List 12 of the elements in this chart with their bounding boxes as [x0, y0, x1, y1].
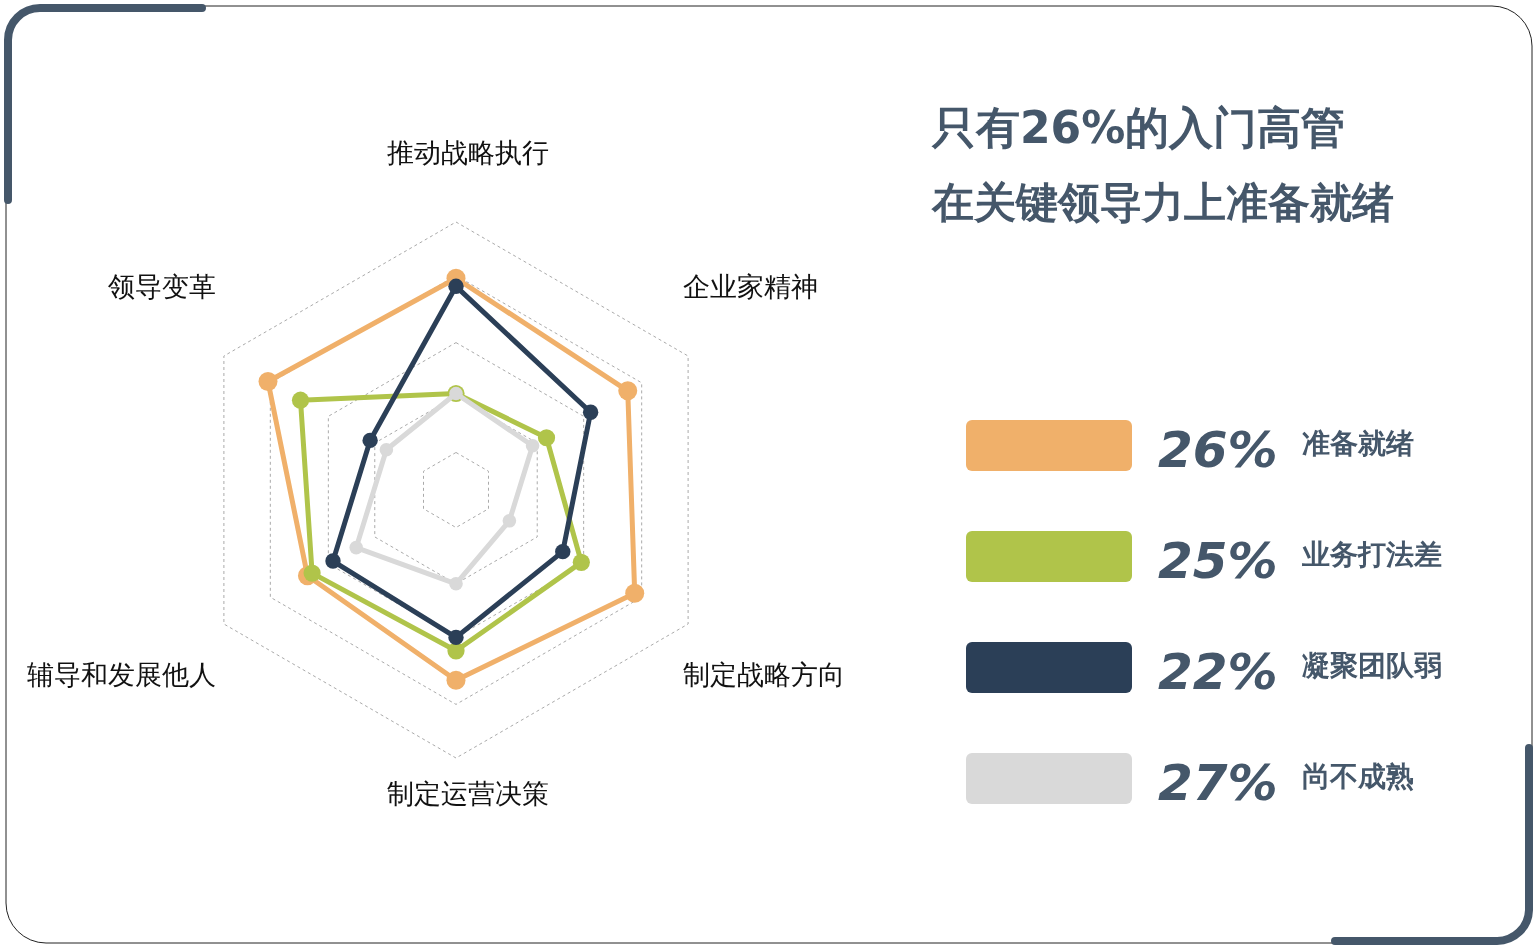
chart-title: 只有26%的入门高管	[931, 102, 1346, 153]
spoke-label: 制定运营决策	[387, 778, 549, 809]
legend-label: 25% 业务打法差	[1158, 532, 1442, 590]
legend-label: 22% 凝聚团队弱	[1158, 643, 1442, 701]
legend-label: 27% 尚不成熟	[1158, 754, 1414, 812]
spoke-label: 制定战略方向	[683, 659, 846, 690]
spoke-label: 推动战略执行	[387, 137, 549, 168]
legend-label: 26% 准备就绪	[1158, 421, 1414, 479]
spoke-label: 辅导和发展他人	[26, 659, 216, 690]
spoke-label: 领导变革	[107, 271, 216, 302]
text: 在关键领导力上准备就绪	[931, 178, 1394, 227]
spoke-label: 企业家精神	[683, 271, 819, 302]
